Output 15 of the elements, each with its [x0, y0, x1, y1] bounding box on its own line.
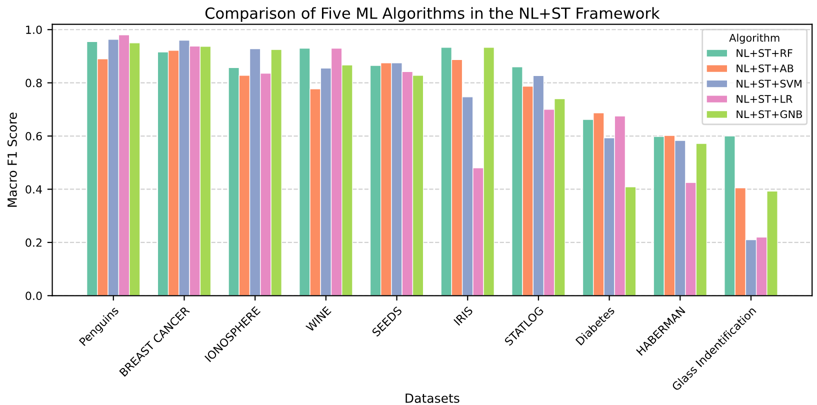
x-axis-title: Datasets [406, 394, 460, 403]
legend-label: NL+ST+AB [736, 64, 794, 72]
y-tick-label: 1.0 [26, 26, 42, 34]
legend-title: Algorithm [729, 34, 780, 44]
chart-title: Comparison of Five ML Algorithms in the NL+ST Framework [205, 7, 660, 22]
y-tick-label: 0.0 [26, 292, 42, 300]
y-tick-label: 0.2 [26, 238, 42, 247]
legend-label: NL+ST+GNB [736, 110, 802, 118]
legend-label: NL+ST+LR [736, 95, 792, 103]
y-tick-label: 0.6 [26, 132, 42, 140]
y-tick-label: 0.4 [26, 185, 42, 194]
y-axis-title: Macro F1 Score [7, 112, 17, 207]
legend-label: NL+ST+SVM [736, 80, 802, 88]
y-tick-label: 0.8 [26, 78, 42, 88]
legend-label: NL+ST+RF [736, 49, 792, 58]
